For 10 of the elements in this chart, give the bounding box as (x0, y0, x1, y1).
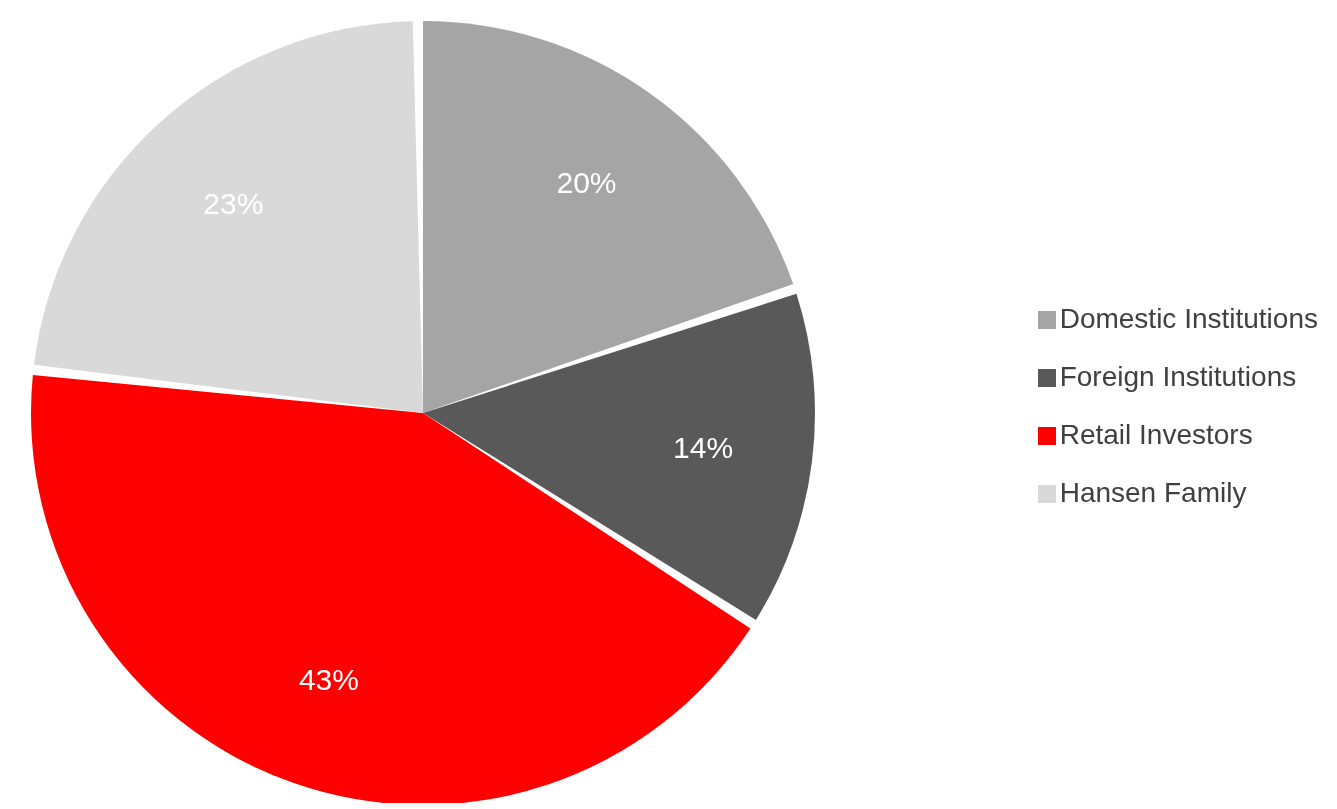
pie-slice (423, 21, 794, 413)
legend-label: Foreign Institutions (1059, 360, 1297, 392)
legend-label: Domestic Institutions (1059, 302, 1318, 334)
legend-label: Retail Investors (1059, 418, 1253, 450)
data-label: 14% (673, 431, 734, 465)
data-label: 20% (556, 166, 617, 200)
pie-slice (423, 293, 815, 620)
data-label: 43% (298, 662, 359, 696)
legend-label: Hansen Family (1059, 476, 1247, 508)
pie-slice (33, 21, 423, 413)
